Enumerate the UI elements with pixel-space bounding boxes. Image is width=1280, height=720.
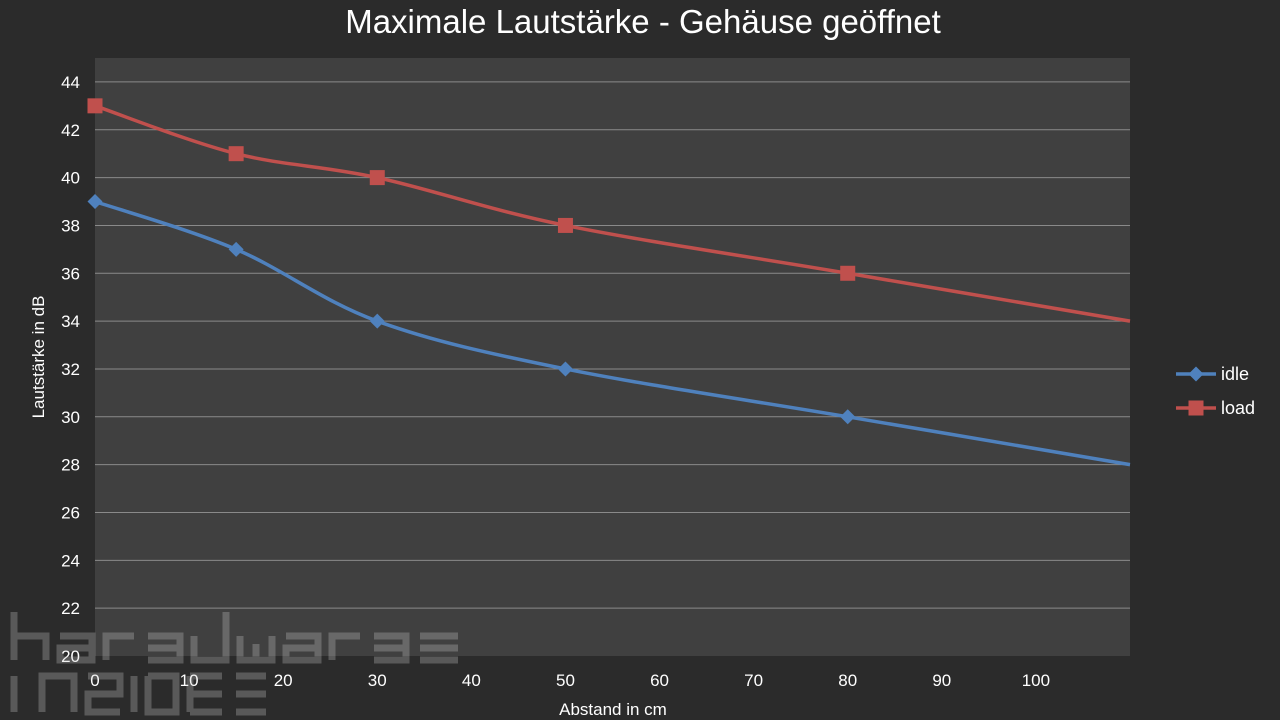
y-tick-label: 42	[61, 121, 80, 140]
y-tick-label: 24	[61, 551, 80, 570]
x-tick-label: 60	[650, 671, 669, 690]
x-tick-label: 20	[274, 671, 293, 690]
x-tick-label: 70	[744, 671, 763, 690]
x-tick-label: 40	[462, 671, 481, 690]
y-axis-title: Lautstärke in dB	[29, 296, 48, 419]
legend-marker	[1188, 366, 1204, 382]
plot-area	[95, 58, 1130, 656]
legend-item-load: load	[1176, 398, 1255, 418]
series-idle	[87, 194, 1131, 467]
legend-marker	[1188, 400, 1204, 416]
y-tick-label: 28	[61, 456, 80, 475]
data-point-load	[228, 146, 244, 162]
legend-label: idle	[1221, 364, 1249, 384]
data-point-idle	[557, 361, 573, 377]
data-point-idle	[369, 313, 385, 329]
data-point-load	[87, 98, 103, 114]
x-tick-label: 0	[90, 671, 99, 690]
chart-title: Maximale Lautstärke - Gehäuse geöffnet	[345, 3, 941, 40]
series-load	[87, 98, 1131, 323]
series-lines	[87, 98, 1131, 467]
data-point-load	[369, 170, 385, 186]
data-point-load	[557, 217, 573, 233]
legend-label: load	[1221, 398, 1255, 418]
x-tick-label: 90	[932, 671, 951, 690]
x-tick-label: 10	[180, 671, 199, 690]
y-tick-label: 26	[61, 503, 80, 522]
y-tick-label: 34	[61, 312, 80, 331]
data-point-idle	[87, 194, 103, 210]
data-point-idle	[840, 409, 856, 425]
y-tick-label: 40	[61, 169, 80, 188]
x-tick-label: 100	[1022, 671, 1050, 690]
y-tick-label: 38	[61, 216, 80, 235]
x-tick-label: 30	[368, 671, 387, 690]
y-tick-label: 22	[61, 599, 80, 618]
y-tick-label: 32	[61, 360, 80, 379]
gridlines	[95, 81, 1130, 609]
y-axis-ticks: 20 22 24 26 28 30 32 34 36 38 40 42 44	[61, 73, 80, 666]
hardware-inside-logo	[10, 612, 458, 716]
x-axis-ticks: 0 10 20 30 40 50 60 70 80 90 100	[90, 671, 1050, 690]
legend-item-idle: idle	[1176, 364, 1249, 384]
y-tick-label: 30	[61, 408, 80, 427]
x-axis-title: Abstand in cm	[559, 700, 667, 719]
y-tick-label: 20	[61, 647, 80, 666]
y-tick-label: 44	[61, 73, 80, 92]
data-point-idle	[228, 241, 244, 257]
x-tick-label: 80	[838, 671, 857, 690]
y-tick-label: 36	[61, 264, 80, 283]
data-point-load	[840, 265, 856, 281]
x-tick-label: 50	[556, 671, 575, 690]
legend: idle load	[1176, 364, 1255, 418]
